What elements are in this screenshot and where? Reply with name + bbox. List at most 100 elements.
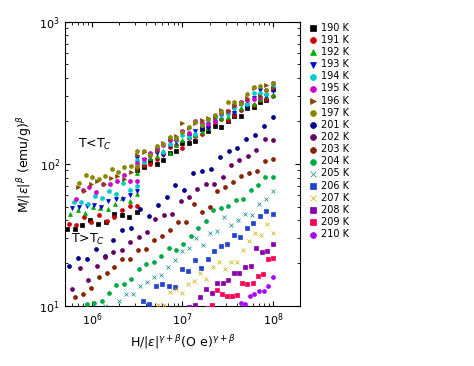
202 K	[84, 277, 92, 283]
196 K	[263, 82, 270, 88]
193 K	[134, 188, 141, 194]
190 K	[243, 105, 251, 111]
197 K	[243, 91, 251, 97]
196 K	[243, 95, 251, 101]
203 K	[95, 274, 102, 280]
192 K	[250, 101, 257, 107]
205 K	[109, 305, 116, 311]
195 K	[250, 96, 257, 102]
196 K	[256, 93, 264, 99]
Y-axis label: M/|$\varepsilon$|$^{\beta}$ (emu/g)$^{\beta}$: M/|$\varepsilon$|$^{\beta}$ (emu/g)$^{\b…	[15, 115, 34, 213]
195 K	[218, 110, 225, 116]
191 K	[185, 135, 193, 141]
201 K	[47, 272, 55, 278]
192 K	[74, 207, 82, 213]
193 K	[140, 157, 147, 163]
195 K	[237, 99, 245, 105]
190 K	[86, 217, 94, 223]
195 K	[198, 120, 206, 126]
195 K	[243, 97, 251, 103]
Text: T<T$_C$: T<T$_C$	[78, 137, 112, 152]
197 K	[134, 163, 141, 169]
208 K	[141, 333, 148, 339]
194 K	[230, 105, 238, 111]
202 K	[59, 280, 67, 286]
196 K	[81, 188, 88, 194]
201 K	[128, 225, 135, 231]
196 K	[198, 117, 206, 123]
193 K	[134, 156, 141, 161]
194 K	[146, 152, 154, 157]
195 K	[72, 196, 80, 202]
194 K	[204, 119, 212, 125]
203 K	[253, 168, 261, 174]
194 K	[185, 134, 193, 140]
193 K	[97, 204, 105, 210]
196 K	[114, 173, 121, 179]
197 K	[82, 172, 90, 178]
208 K	[152, 335, 160, 341]
202 K	[152, 216, 159, 222]
203 K	[142, 246, 150, 252]
206 K	[146, 301, 153, 307]
194 K	[166, 141, 173, 147]
204 K	[150, 259, 157, 265]
195 K	[224, 108, 231, 114]
208 K	[180, 310, 188, 316]
197 K	[172, 135, 180, 141]
201 K	[243, 136, 250, 142]
195 K	[166, 137, 173, 143]
202 K	[118, 247, 126, 253]
191 K	[118, 207, 126, 213]
205 K	[129, 291, 137, 297]
194 K	[84, 201, 92, 207]
202 K	[177, 198, 184, 204]
202 K	[210, 181, 218, 187]
193 K	[75, 203, 83, 209]
206 K	[139, 298, 146, 304]
196 K	[191, 120, 199, 126]
192 K	[159, 148, 167, 154]
201 K	[92, 246, 100, 251]
208 K	[163, 324, 171, 329]
192 K	[224, 115, 231, 120]
207 K	[130, 323, 138, 329]
190 K	[256, 100, 264, 105]
194 K	[256, 90, 264, 96]
196 K	[211, 114, 219, 120]
203 K	[174, 219, 182, 225]
194 K	[91, 193, 99, 199]
195 K	[211, 118, 219, 124]
191 K	[250, 102, 257, 108]
210 K	[264, 283, 272, 289]
207 K	[118, 340, 126, 346]
190 K	[211, 123, 219, 129]
203 K	[111, 264, 118, 270]
208 K	[219, 280, 227, 286]
193 K	[250, 95, 257, 101]
203 K	[229, 179, 237, 184]
202 K	[76, 266, 84, 272]
190 K	[71, 226, 78, 232]
194 K	[70, 199, 78, 205]
191 K	[211, 119, 219, 125]
206 K	[126, 312, 134, 318]
196 K	[269, 86, 277, 92]
209 K	[238, 280, 246, 286]
191 K	[166, 144, 173, 150]
207 K	[221, 266, 228, 272]
203 K	[87, 285, 94, 291]
204 K	[120, 281, 128, 287]
192 K	[118, 195, 126, 201]
197 K	[159, 142, 167, 147]
191 K	[256, 97, 264, 103]
205 K	[255, 201, 263, 206]
206 K	[263, 208, 270, 213]
203 K	[79, 291, 87, 297]
209 K	[213, 287, 220, 292]
201 K	[145, 213, 153, 219]
208 K	[136, 339, 143, 344]
206 K	[237, 234, 244, 240]
207 K	[124, 323, 132, 329]
194 K	[191, 131, 199, 137]
